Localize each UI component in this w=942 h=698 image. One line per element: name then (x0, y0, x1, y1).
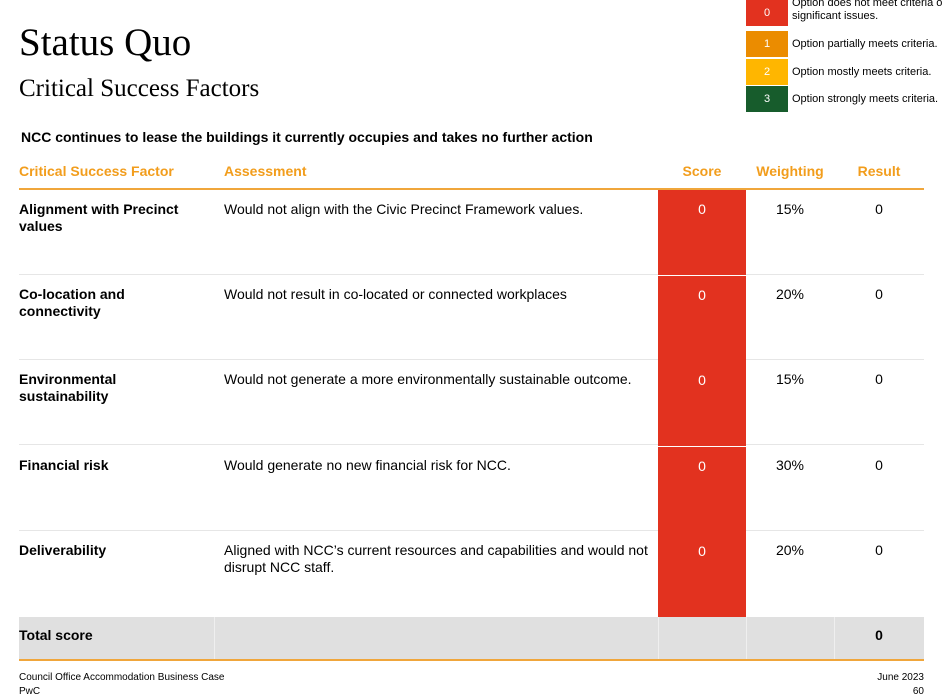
footer-page-number: 60 (912, 686, 924, 697)
weighting-value: 30% (775, 457, 805, 473)
legend-label: Option strongly meets criteria. (792, 92, 939, 105)
legend-item-1: 1 Option partially meets criteria. (746, 31, 942, 57)
column-header-score: Score (682, 163, 722, 179)
option-description: NCC continues to lease the buildings it … (21, 129, 593, 145)
result-value: 0 (875, 286, 883, 302)
table-row: Financial risk Would generate no new fin… (19, 446, 924, 532)
column-header-result: Result (857, 163, 901, 179)
score-value: 0 (698, 201, 706, 217)
total-row: Total score 0 (19, 617, 924, 661)
score-cell: 0 (658, 190, 746, 275)
score-value: 0 (698, 372, 706, 388)
score-value: 0 (698, 543, 706, 559)
weighting-value: 15% (775, 371, 805, 387)
page-title: Status Quo (19, 21, 192, 64)
column-divider (214, 617, 215, 659)
table-row: Environmental sustainability Would not g… (19, 360, 924, 446)
result-value: 0 (875, 371, 883, 387)
legend-swatch: 0 (746, 0, 788, 26)
footer-company: PwC (19, 686, 41, 697)
legend-item-0: 0 Option does not meet criteria or signi… (746, 0, 942, 26)
result-value: 0 (875, 201, 883, 217)
factor-name: Environmental sustainability (19, 371, 117, 404)
result-value: 0 (875, 457, 883, 473)
factor-name: Financial risk (19, 457, 109, 473)
assessment-text: Aligned with NCC’s current resources and… (224, 542, 648, 575)
legend-swatch: 2 (746, 59, 788, 85)
table-header: Critical Success Factor Assessment Score… (19, 159, 924, 190)
weighting-value: 20% (775, 286, 805, 302)
score-cell: 0 (658, 447, 746, 532)
result-value: 0 (875, 542, 883, 558)
score-cell: 0 (658, 361, 746, 446)
assessment-text: Would not generate a more environmentall… (224, 371, 632, 387)
footer-date: June 2023 (877, 672, 924, 683)
column-divider (658, 617, 659, 659)
legend-swatch: 3 (746, 86, 788, 112)
total-score-label: Total score (19, 627, 93, 643)
score-value: 0 (698, 458, 706, 474)
factor-name: Co-location and connectivity (19, 286, 125, 319)
column-header-weighting: Weighting (756, 163, 824, 179)
footer-document-title: Council Office Accommodation Business Ca… (19, 672, 225, 683)
legend-swatch: 1 (746, 31, 788, 57)
assessment-text: Would not result in co-located or connec… (224, 286, 567, 302)
column-header-assessment: Assessment (224, 163, 307, 179)
legend-label: Option mostly meets criteria. (792, 65, 932, 78)
column-header-factor: Critical Success Factor (19, 163, 174, 179)
table-row: Deliverability Aligned with NCC’s curren… (19, 531, 924, 617)
factor-name: Alignment with Precinct values (19, 201, 179, 234)
column-divider (746, 617, 747, 659)
table-row: Co-location and connectivity Would not r… (19, 275, 924, 361)
column-divider (834, 617, 835, 659)
legend-item-3: 3 Option strongly meets criteria. (746, 86, 942, 112)
factor-name: Deliverability (19, 542, 107, 558)
legend-item-2: 2 Option mostly meets criteria. (746, 59, 942, 85)
legend-label: Option does not meet criteria or signifi… (792, 0, 942, 22)
table-row: Alignment with Precinct values Would not… (19, 190, 924, 275)
score-cell: 0 (658, 276, 746, 361)
total-score-value: 0 (875, 627, 883, 643)
page-subtitle: Critical Success Factors (19, 75, 260, 102)
weighting-value: 20% (775, 542, 805, 558)
score-cell: 0 (658, 532, 746, 617)
legend-label: Option partially meets criteria. (792, 37, 938, 50)
score-value: 0 (698, 287, 706, 303)
weighting-value: 15% (775, 201, 805, 217)
assessment-text: Would generate no new financial risk for… (224, 457, 511, 473)
assessment-text: Would not align with the Civic Precinct … (224, 201, 584, 217)
